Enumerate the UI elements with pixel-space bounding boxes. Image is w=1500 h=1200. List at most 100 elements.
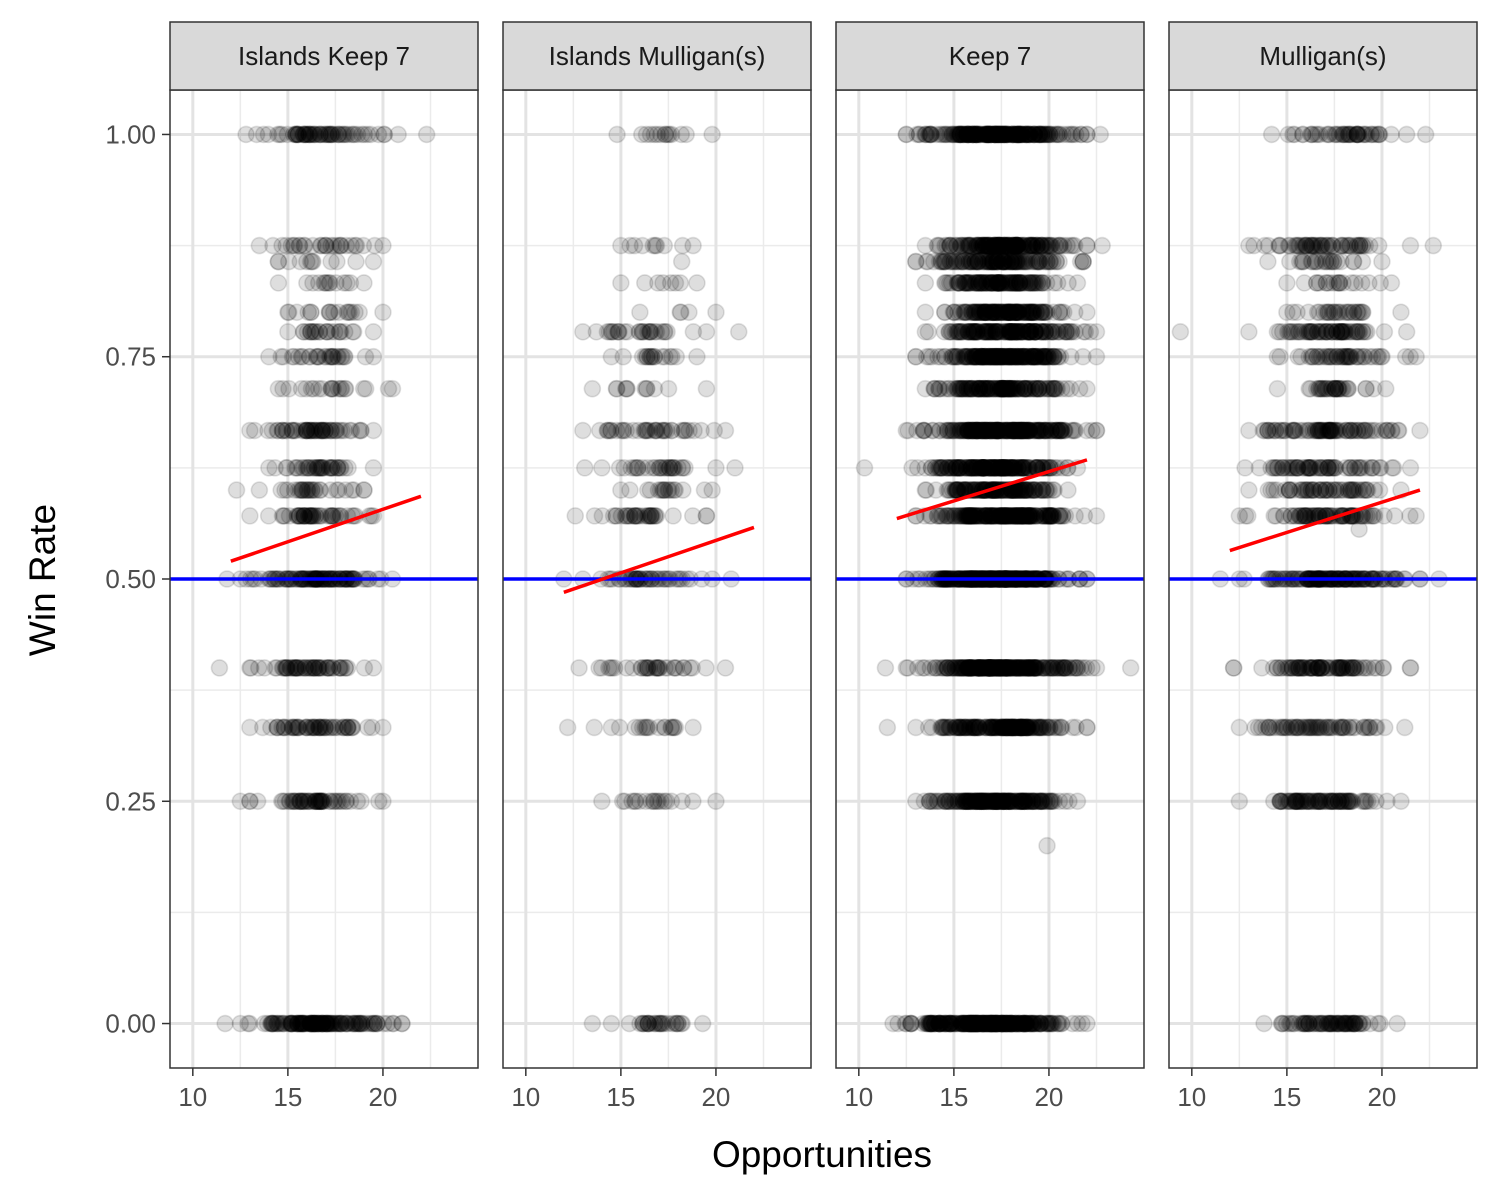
data-point [997,792,1015,811]
data-point [341,421,359,440]
data-point [290,507,309,525]
data-point [583,379,602,398]
data-point [309,347,328,366]
data-point [318,323,336,341]
data-point [302,303,320,322]
data-point [640,323,659,341]
data-point [1121,659,1140,677]
data-point [322,459,341,477]
data-point [308,347,327,366]
data-point [1015,379,1033,398]
data-point [574,421,592,440]
data-point [325,323,344,341]
data-point [331,379,350,398]
data-point [320,274,338,292]
data-point [575,459,594,477]
data-point [312,507,331,525]
data-point [703,125,721,144]
data-point [343,718,362,737]
data-point [317,125,336,144]
data-point [286,421,305,440]
data-point [680,303,698,322]
data-point [657,421,676,440]
data-point [358,125,377,144]
data-point [1397,125,1416,144]
data-point [323,421,341,440]
data-point [313,379,331,398]
data-point [273,421,292,440]
data-point [278,125,297,144]
data-point [289,125,308,144]
data-point [954,379,973,398]
x-tick-label: 15 [273,1082,302,1112]
data-point [1401,236,1420,255]
data-point [294,125,313,144]
data-point [1032,303,1051,322]
data-point [305,125,323,144]
data-point [293,481,311,499]
data-point [275,507,294,525]
data-point [293,421,311,440]
data-point [307,421,326,440]
data-point [286,421,304,440]
data-point [339,303,357,322]
data-point [302,379,321,398]
data-point [266,459,284,477]
data-point [290,481,309,499]
x-axis-title: Opportunities [712,1134,932,1175]
data-point [626,718,645,737]
data-point [331,236,349,255]
data-point [241,421,259,440]
data-point [899,421,917,440]
data-point [1050,792,1069,811]
data-point [1019,421,1037,440]
data-point [327,421,345,440]
data-point [1245,236,1263,255]
data-point [297,459,316,477]
data-point [332,125,351,144]
data-point [274,379,292,398]
data-point [927,481,945,499]
data-point [309,347,328,366]
data-point [304,274,322,292]
data-point [1004,659,1023,677]
data-point [384,1014,403,1033]
data-point [289,347,308,366]
data-point [270,1014,289,1033]
data-point [269,274,288,292]
data-point [304,718,323,737]
data-point [1369,236,1388,255]
data-point [284,421,302,440]
data-point [338,303,356,322]
data-point [364,421,383,440]
data-point [389,125,407,144]
data-point [298,421,316,440]
data-point [355,659,374,677]
data-point [1075,659,1093,677]
data-point [340,303,359,322]
data-point [364,459,383,477]
data-point [260,459,278,477]
data-point [316,125,335,144]
data-point [688,347,706,366]
data-point [341,274,360,292]
data-point [305,421,323,440]
data-point [1322,252,1341,271]
data-point [297,421,316,440]
data-point [328,459,347,477]
data-point [666,718,685,737]
data-point [310,459,328,477]
data-point [323,347,342,366]
data-point [313,421,332,440]
data-point [302,323,320,341]
data-point [331,459,349,477]
data-point [354,236,373,255]
data-point [313,792,331,811]
data-point [264,236,282,255]
data-point [992,507,1011,525]
data-point [648,125,667,144]
data-point [280,507,299,525]
data-point [301,481,319,499]
data-point [946,718,964,737]
data-point [613,792,632,811]
